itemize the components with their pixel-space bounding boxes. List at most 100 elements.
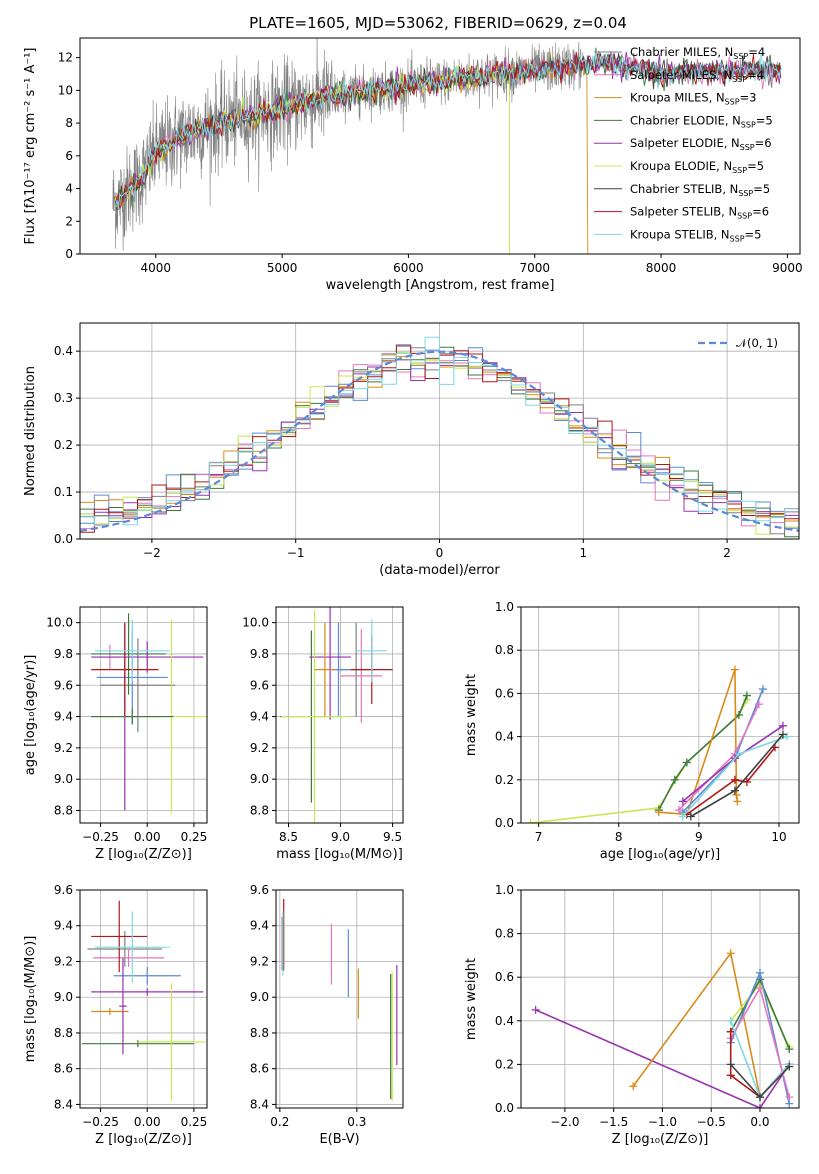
y-tick-label: 0.4: [495, 1014, 514, 1028]
y-tick-label: 0.4: [54, 344, 73, 358]
y-tick-label: 9.6: [54, 678, 73, 692]
y-tick-label: 0.2: [495, 1057, 514, 1071]
x-axis-label: mass [log₁₀(M/M⊙)]: [276, 847, 403, 862]
weight-point-marker: [754, 700, 763, 709]
y-tick-label: 4: [65, 182, 73, 196]
weight-point-marker: [755, 968, 764, 977]
weight-point-marker: [785, 1062, 794, 1071]
y-tick-label: 12: [58, 51, 73, 65]
y-tick-label: 0.3: [54, 391, 73, 405]
weight-point-marker: [686, 812, 695, 821]
weight-point-marker: [733, 797, 742, 806]
x-axis-label: (data-model)/error: [379, 563, 500, 578]
x-axis-label: Z [log₁₀(Z/Z⊙)]: [95, 847, 192, 862]
x-tick-label: 5000: [267, 261, 298, 275]
axes-frame: [79, 889, 208, 1109]
weight-point-marker: [531, 1005, 540, 1014]
y-tick-label: 0.8: [495, 643, 514, 657]
weight-point-marker: [654, 808, 663, 817]
weight-point-marker: [678, 797, 687, 806]
x-tick-label: −0.25: [82, 830, 119, 844]
y-tick-label: 0.2: [54, 438, 73, 452]
x-axis-label: wavelength [Angstrom, rest frame]: [326, 278, 555, 293]
y-tick-label: 9.2: [54, 741, 73, 755]
y-tick-label: 10: [58, 83, 73, 97]
x-tick-label: 0.00: [134, 1115, 161, 1129]
y-tick-label: 0.2: [495, 773, 514, 787]
x-tick-label: 9.5: [383, 830, 402, 844]
legend-entry: Salpeter STELIB, NSSP=6: [630, 205, 769, 221]
weight-point-marker: [732, 790, 741, 799]
legend-entry: Kroupa ELODIE, NSSP=5: [630, 159, 764, 175]
y-axis-label: age [log₁₀(age/yr)]: [23, 655, 38, 776]
legend-entry: Chabrier ELODIE, NSSP=5: [630, 113, 773, 129]
weight-point-marker: [730, 786, 739, 795]
y-tick-label: 10.0: [46, 616, 73, 630]
weight-point-marker: [670, 775, 679, 784]
weight-point-marker: [758, 685, 767, 694]
x-axis-label: Z [log₁₀(Z/Z⊙)]: [95, 1132, 192, 1147]
figure-title: PLATE=1605, MJD=53062, FIBERID=0629, z=0…: [249, 14, 627, 32]
y-tick-label: 9.2: [54, 954, 73, 968]
weight-point-marker: [629, 1082, 638, 1091]
x-tick-label: 4000: [141, 261, 172, 275]
plot-area: [281, 898, 398, 1101]
legend-entry: Salpeter ELODIE, NSSP=6: [630, 136, 772, 152]
weight-point-marker: [726, 949, 735, 958]
y-tick-label: 9.2: [250, 741, 269, 755]
weight-point-marker: [678, 812, 687, 821]
weight-point-marker: [734, 749, 743, 758]
legend-entry: 𝒩(0, 1): [736, 336, 778, 350]
x-tick-label: −0.25: [82, 1115, 119, 1129]
legend-entry: Kroupa STELIB, NSSP=5: [630, 227, 761, 243]
y-tick-label: 9.0: [54, 990, 73, 1004]
x-tick-label: 0.2: [270, 1115, 289, 1129]
x-tick-label: 8.5: [279, 830, 298, 844]
x-tick-label: −0.5: [697, 1115, 726, 1129]
x-tick-label: −2.0: [550, 1115, 579, 1129]
y-tick-label: 9.0: [250, 990, 269, 1004]
plot-area: [531, 949, 794, 1108]
x-tick-label: 0.0: [750, 1115, 769, 1129]
age-vs-mass-panel: 8.5 9.0 9.5 8.8 9.0 9.2 9.4 9.6 9.8 10.0 mass [log…: [242, 606, 404, 862]
y-tick-label: 10.0: [242, 616, 269, 630]
y-tick-label: 9.4: [54, 919, 73, 933]
axes-frame: [79, 37, 801, 255]
y-tick-label: 9.6: [54, 883, 73, 897]
y-tick-label: 0.0: [495, 816, 514, 830]
y-axis-label: Flux [fλ10⁻¹⁷ erg cm⁻² s⁻¹ A⁻¹]: [23, 48, 38, 245]
y-tick-label: 8.6: [250, 1062, 269, 1076]
x-tick-label: 0.25: [181, 1115, 208, 1129]
x-tick-label: 6000: [393, 261, 424, 275]
y-tick-label: 8.8: [250, 1026, 269, 1040]
x-tick-label: 7000: [519, 261, 550, 275]
weight-point-marker: [742, 691, 751, 700]
y-tick-label: 9.6: [250, 883, 269, 897]
weight-vs-Z-panel: −2.0 −1.5 −1.0 −0.5 0.0 0.0 0.2 0.4 0.6 0.8 1.0 Z […: [464, 883, 800, 1147]
x-tick-label: 9.0: [331, 830, 350, 844]
x-tick-label: −1.5: [599, 1115, 628, 1129]
spectrum-panel: 4000 5000 6000 7000 8000 9000 0 2 4 6 8 10 12 wavelen…: [23, 37, 803, 293]
x-tick-label: 0.25: [181, 830, 208, 844]
weight-point-marker: [730, 775, 739, 784]
y-tick-label: 8: [65, 116, 73, 130]
x-tick-label: 0: [436, 546, 444, 560]
legend-entry: Chabrier MILES, NSSP=4: [630, 45, 765, 61]
y-tick-label: 0.8: [495, 927, 514, 941]
axes-frame: [520, 889, 800, 1109]
weight-point-marker: [785, 1093, 794, 1102]
x-tick-label: 0.00: [134, 830, 161, 844]
y-tick-label: 9.4: [250, 919, 269, 933]
weight-point-marker: [778, 721, 787, 730]
normal-curve: [80, 350, 799, 532]
weight-point-marker: [755, 984, 764, 993]
weight-series-line: [686, 746, 776, 816]
age-vs-Z-panel: −0.25 0.00 0.25 8.8 9.0 9.2 9.4 9.6 9.8 10.0 Z [lo…: [23, 606, 208, 862]
x-tick-label: 2: [723, 546, 731, 560]
y-tick-label: 0: [65, 247, 73, 261]
y-tick-label: 8.4: [54, 1097, 73, 1111]
x-tick-label: −1.0: [648, 1115, 677, 1129]
y-tick-label: 9.6: [250, 678, 269, 692]
x-tick-label: −2: [143, 546, 161, 560]
